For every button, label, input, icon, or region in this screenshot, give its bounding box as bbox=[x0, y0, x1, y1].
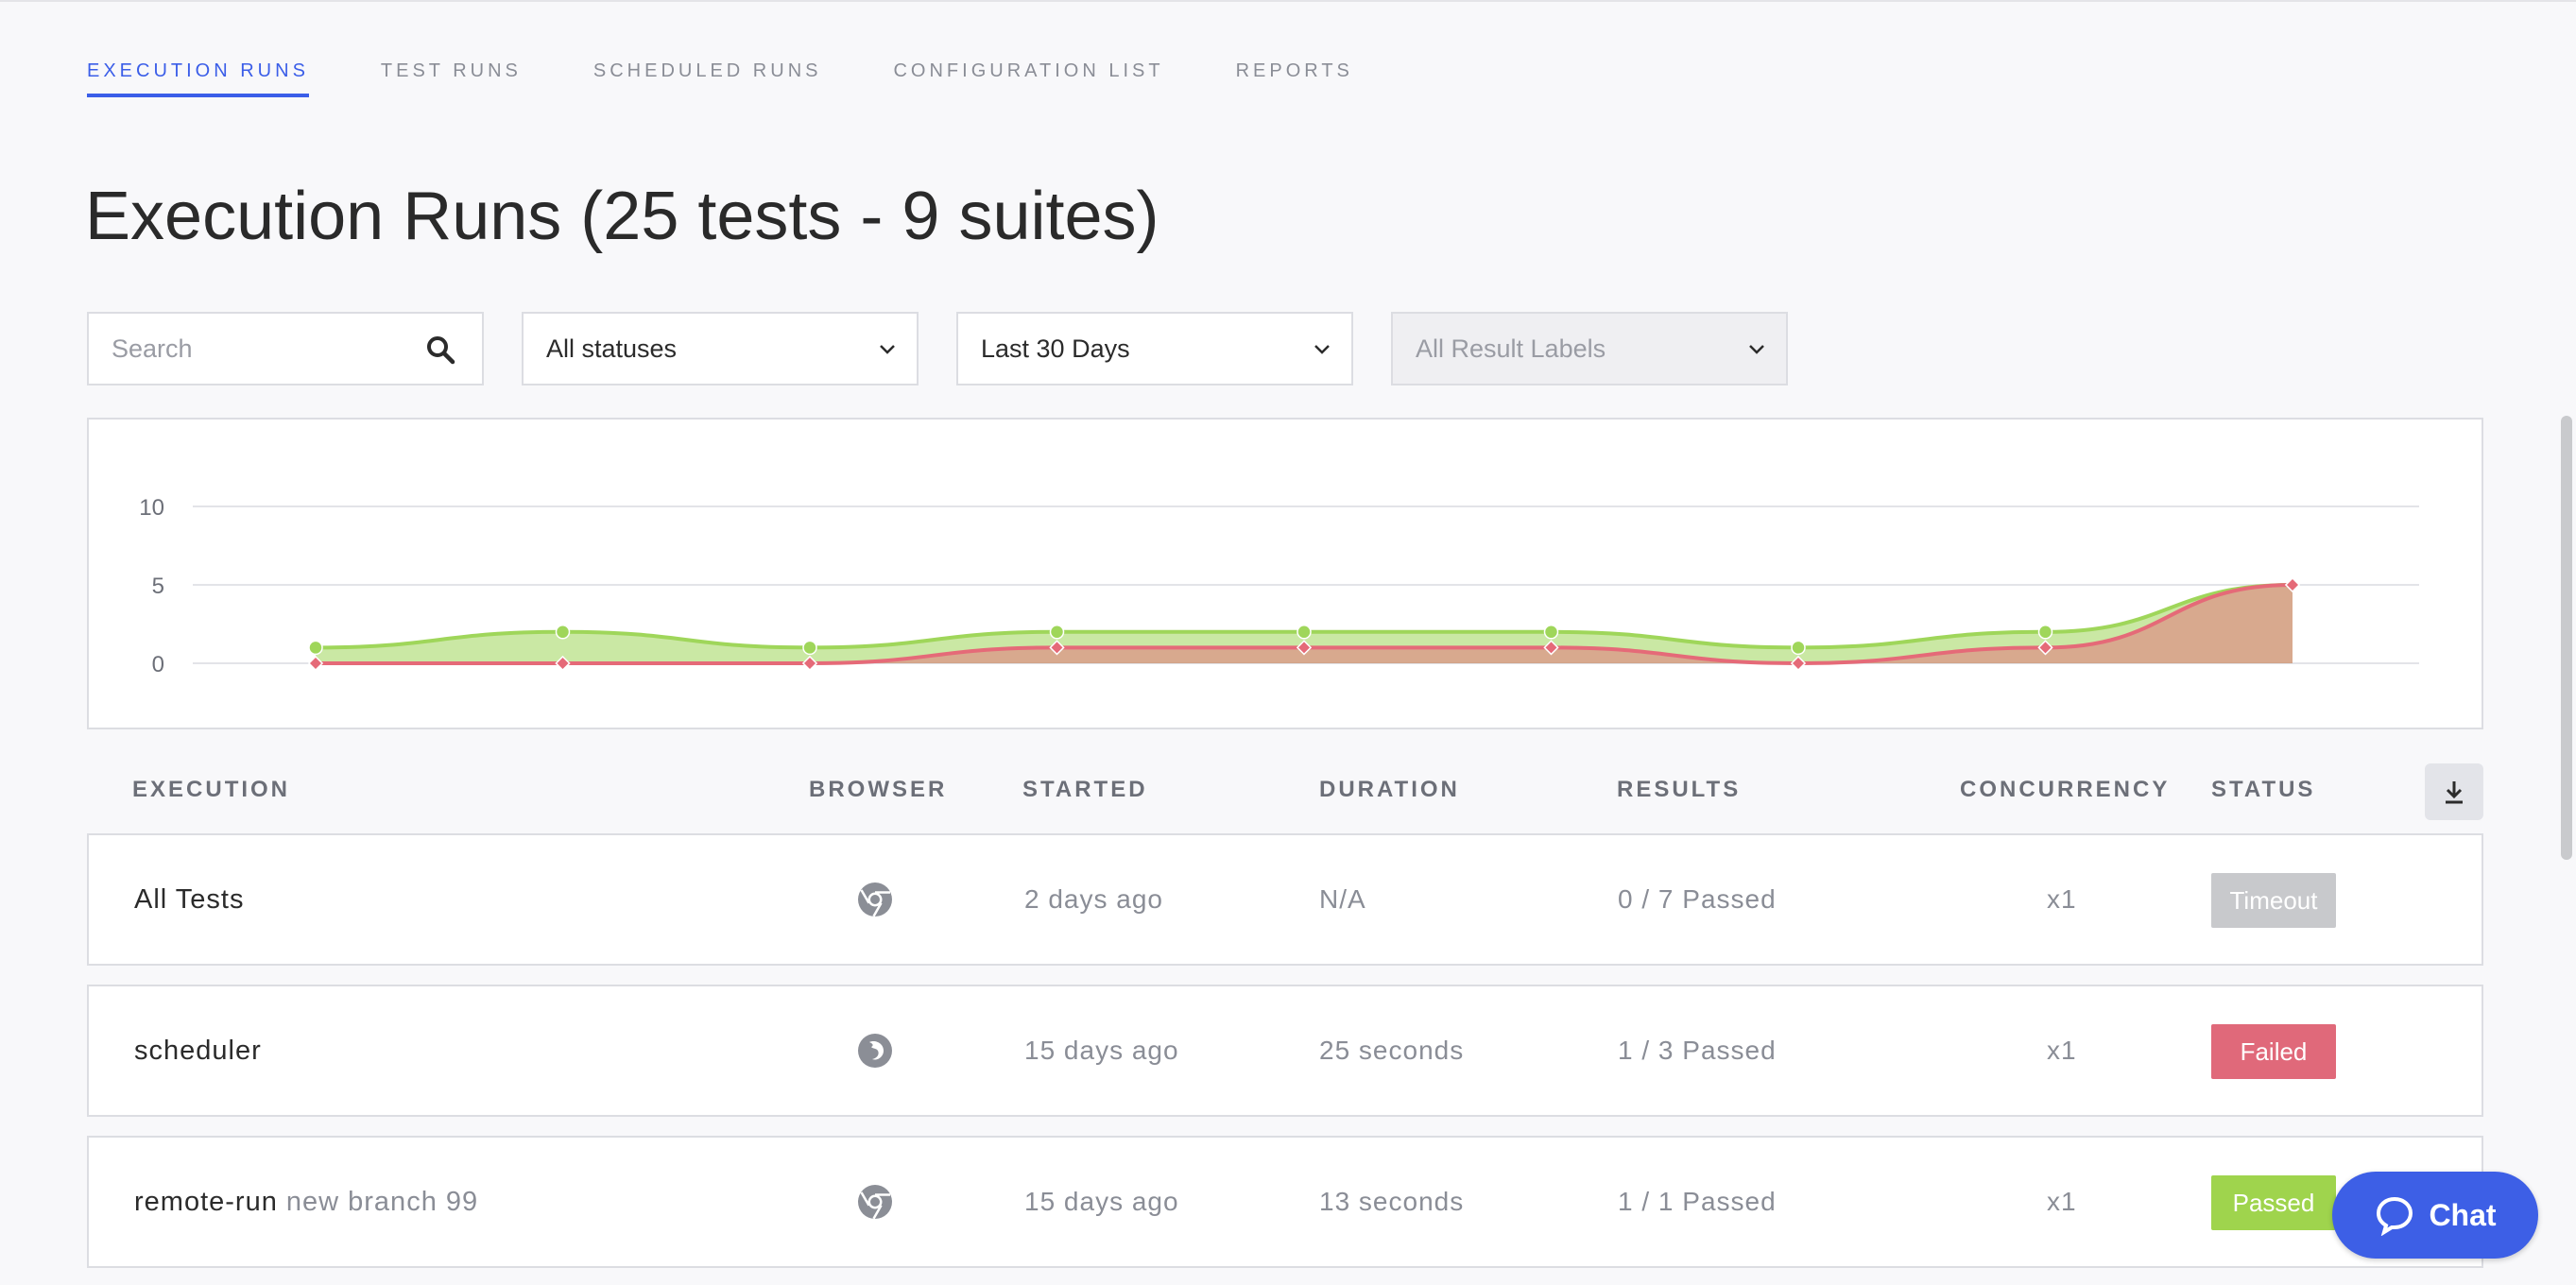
column-header-concurrency[interactable]: CONCURRENCY bbox=[1960, 777, 2171, 802]
started-time: 2 days ago bbox=[1024, 884, 1163, 914]
table-row[interactable]: All Tests 2 days ago N/A 0 / 7 Passed x1… bbox=[87, 833, 2483, 966]
execution-name-text: All Tests bbox=[134, 884, 245, 915]
download-icon bbox=[2446, 781, 2463, 804]
chevron-down-icon bbox=[1749, 345, 1764, 354]
search-icon[interactable] bbox=[425, 334, 455, 365]
execution-trend-chart: 10 5 0 bbox=[87, 418, 2483, 729]
tab-test-runs[interactable]: TEST RUNS bbox=[380, 60, 522, 81]
tab-bar: EXECUTION RUNS TEST RUNS SCHEDULED RUNS … bbox=[87, 60, 1425, 97]
top-divider bbox=[0, 0, 2576, 2]
date-range-value: Last 30 Days bbox=[981, 334, 1130, 363]
failed-point bbox=[1543, 640, 1559, 656]
passed-point bbox=[802, 640, 817, 656]
chart-svg: 10 5 0 bbox=[139, 495, 2419, 677]
failed-point bbox=[555, 655, 571, 672]
status-badge: Passed bbox=[2211, 1175, 2336, 1230]
result-labels-value: All Result Labels bbox=[1416, 334, 1606, 363]
chrome-icon bbox=[858, 882, 892, 917]
concurrency-value: x1 bbox=[2047, 1187, 2077, 1216]
scrollbar[interactable] bbox=[2561, 416, 2572, 860]
concurrency-value: x1 bbox=[2047, 1036, 2077, 1065]
y-tick-label: 0 bbox=[152, 652, 164, 677]
execution-name[interactable]: remote-run new branch 99 bbox=[134, 1187, 478, 1218]
results-summary: 1 / 1 Passed bbox=[1618, 1187, 1777, 1216]
passed-point bbox=[555, 625, 571, 640]
failed-point bbox=[1790, 655, 1807, 672]
table-row[interactable]: remote-run new branch 99 15 days ago 13 … bbox=[87, 1136, 2483, 1268]
y-tick-label: 10 bbox=[139, 495, 164, 521]
table-row[interactable]: scheduler 15 days ago 25 seconds 1 / 3 P… bbox=[87, 985, 2483, 1117]
chevron-down-icon bbox=[1314, 345, 1330, 354]
started-time: 15 days ago bbox=[1024, 1036, 1179, 1065]
search-placeholder: Search bbox=[112, 334, 193, 363]
tab-execution-runs[interactable]: EXECUTION RUNS bbox=[87, 60, 309, 97]
status-dropdown-value: All statuses bbox=[546, 334, 678, 363]
failed-point bbox=[2037, 640, 2053, 656]
chat-label: Chat bbox=[2429, 1197, 2497, 1232]
concurrency-value: x1 bbox=[2047, 884, 2077, 914]
column-header-results[interactable]: RESULTS bbox=[1617, 777, 1742, 802]
passed-point bbox=[1049, 625, 1065, 640]
passed-point bbox=[1791, 640, 1806, 656]
column-header-browser[interactable]: BROWSER bbox=[809, 777, 948, 802]
firefox-icon bbox=[858, 1034, 892, 1068]
failed-point bbox=[1296, 640, 1313, 656]
chevron-down-icon bbox=[880, 345, 895, 354]
status-dropdown[interactable]: All statuses bbox=[522, 312, 919, 386]
passed-point bbox=[1297, 625, 1312, 640]
execution-name-text: scheduler bbox=[134, 1036, 262, 1066]
tab-configuration-list[interactable]: CONFIGURATION LIST bbox=[893, 60, 1164, 81]
duration: 13 seconds bbox=[1319, 1187, 1465, 1216]
passed-point bbox=[1543, 625, 1559, 640]
branch-name: new branch 99 bbox=[285, 1187, 479, 1217]
failed-point bbox=[801, 655, 818, 672]
execution-name[interactable]: All Tests bbox=[134, 884, 244, 916]
started-time: 15 days ago bbox=[1024, 1187, 1179, 1216]
page-title: Execution Runs (25 tests - 9 suites) bbox=[85, 178, 1159, 255]
duration: 25 seconds bbox=[1319, 1036, 1465, 1065]
passed-point bbox=[2037, 625, 2053, 640]
column-header-duration[interactable]: DURATION bbox=[1319, 777, 1460, 802]
chat-bubble-icon bbox=[2377, 1196, 2413, 1236]
execution-name[interactable]: scheduler bbox=[134, 1036, 262, 1067]
page-title-text: Execution Runs bbox=[85, 179, 562, 254]
status-badge: Failed bbox=[2211, 1024, 2336, 1079]
result-labels-dropdown[interactable]: All Result Labels bbox=[1391, 312, 1788, 386]
download-button[interactable] bbox=[2425, 763, 2483, 820]
search-input[interactable]: Search bbox=[87, 312, 484, 386]
date-range-dropdown[interactable]: Last 30 Days bbox=[956, 312, 1353, 386]
column-header-execution[interactable]: EXECUTION bbox=[132, 777, 291, 802]
failed-point bbox=[2284, 576, 2301, 593]
failed-point bbox=[1049, 640, 1065, 656]
chrome-icon bbox=[858, 1185, 892, 1220]
chat-button[interactable]: Chat bbox=[2332, 1172, 2538, 1259]
page-title-counts: (25 tests - 9 suites) bbox=[580, 179, 1159, 254]
tab-reports[interactable]: REPORTS bbox=[1235, 60, 1353, 81]
column-header-status[interactable]: STATUS bbox=[2211, 777, 2316, 802]
tab-scheduled-runs[interactable]: SCHEDULED RUNS bbox=[592, 60, 822, 81]
passed-point bbox=[308, 640, 323, 656]
results-summary: 0 / 7 Passed bbox=[1618, 884, 1777, 914]
status-badge: Timeout bbox=[2211, 873, 2336, 928]
column-header-started[interactable]: STARTED bbox=[1022, 777, 1148, 802]
y-tick-label: 5 bbox=[152, 574, 164, 599]
results-summary: 1 / 3 Passed bbox=[1618, 1036, 1777, 1065]
failed-point bbox=[307, 655, 324, 672]
duration: N/A bbox=[1319, 884, 1366, 914]
execution-name-text: remote-run bbox=[134, 1187, 278, 1217]
